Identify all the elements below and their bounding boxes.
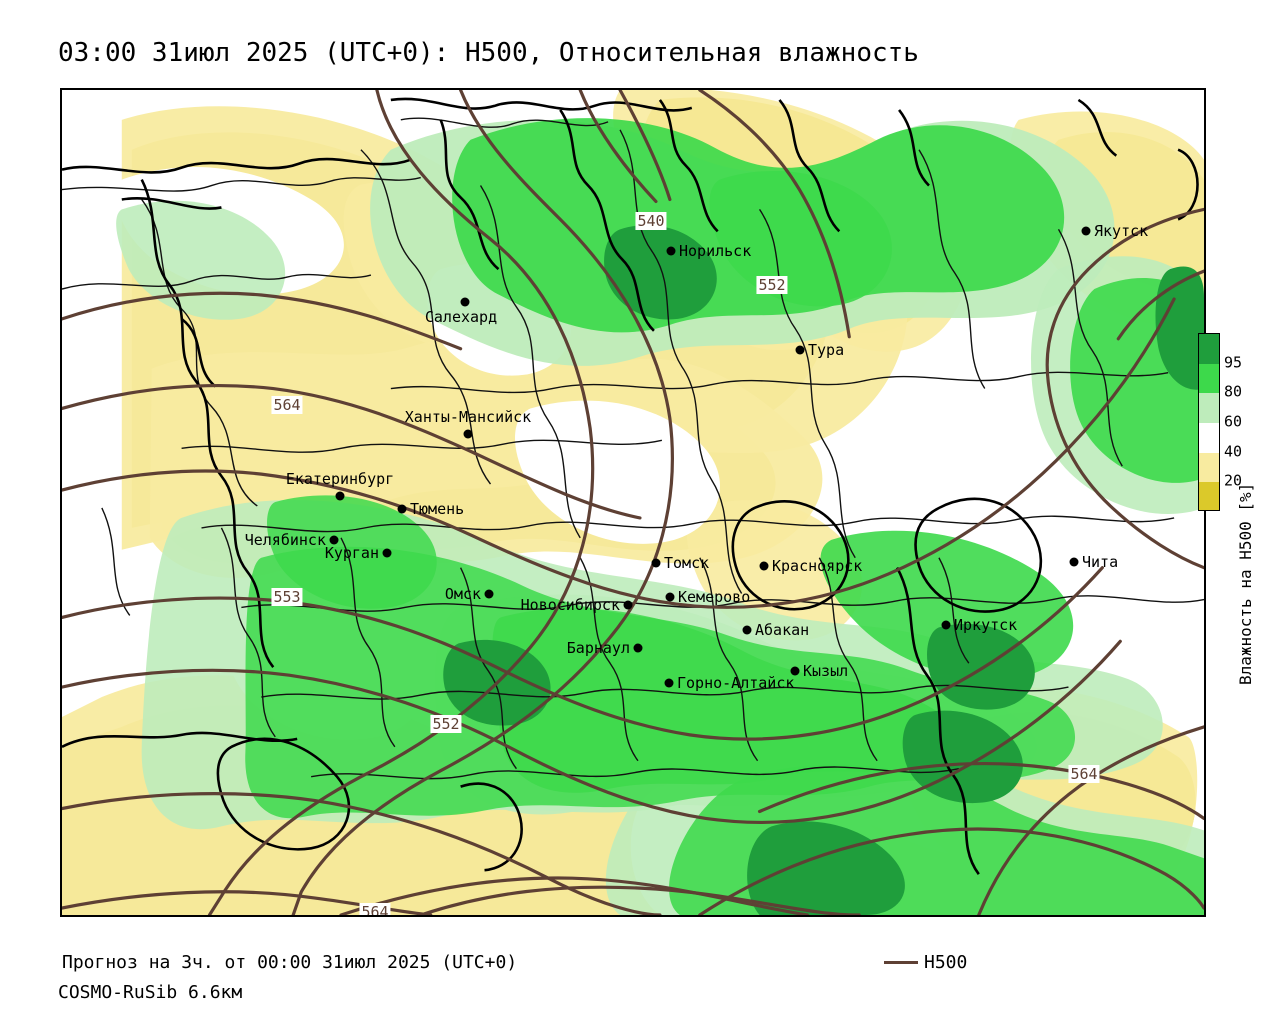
map-canvas <box>62 90 1204 915</box>
contour-value-label: 564 <box>359 903 391 915</box>
city-label: Тура <box>808 341 845 359</box>
city-dot-icon <box>759 561 769 571</box>
city-label: Ханты-Мансийск <box>404 408 532 426</box>
city-dot-icon <box>1069 557 1079 567</box>
city-dot-icon <box>460 297 470 307</box>
colorbar-band <box>1199 452 1219 483</box>
colorbar <box>1198 333 1220 511</box>
city-label: Новосибирск <box>520 596 620 614</box>
city-label: Кемерово <box>678 588 751 606</box>
contour-value-label: 564 <box>271 396 303 414</box>
contour-value-label: 553 <box>271 588 303 606</box>
contour-value-label: 552 <box>756 276 788 294</box>
city-dot-icon <box>666 246 676 256</box>
city-label: Салехард <box>424 308 498 326</box>
city-label: Томск <box>664 554 710 572</box>
city-label: Омск <box>444 585 481 603</box>
colorbar-band <box>1199 334 1219 364</box>
city-label: Горно-Алтайск <box>677 674 795 692</box>
city-label: Барнаул <box>566 639 630 657</box>
city-dot-icon <box>463 429 473 439</box>
city-dot-icon <box>623 600 633 610</box>
administrative-borders <box>62 117 1204 780</box>
colorbar-band <box>1199 422 1219 453</box>
colorbar-band <box>1199 482 1219 510</box>
colorbar-band <box>1199 393 1219 423</box>
colorbar-tick-label: 80 <box>1224 382 1243 401</box>
city-label: Тюмень <box>410 500 465 518</box>
city-label: Абакан <box>755 621 810 639</box>
humidity-band-80-95 <box>245 118 1204 915</box>
humidity-band-gt95 <box>443 225 1204 915</box>
h500-line-swatch-icon <box>884 961 918 964</box>
city-label: Екатеринбург <box>285 470 395 488</box>
colorbar-tick-label: 20 <box>1224 471 1243 490</box>
city-label: Якутск <box>1094 222 1149 240</box>
page-title: 03:00 31июл 2025 (UTC+0): H500, Относите… <box>58 38 919 68</box>
city-dot-icon <box>1081 226 1091 236</box>
city-dot-icon <box>382 548 392 558</box>
city-dot-icon <box>742 625 752 635</box>
city-dot-icon <box>335 491 345 501</box>
city-label: Иркутск <box>954 616 1018 634</box>
h500-legend-label: H500 <box>924 952 968 973</box>
colorbar-tick-label: 95 <box>1224 353 1243 372</box>
colorbar-tick-label: 60 <box>1224 412 1243 431</box>
colorbar-band <box>1199 363 1219 394</box>
city-dot-icon <box>664 678 674 688</box>
city-dot-icon <box>484 589 494 599</box>
coastline <box>62 97 1199 875</box>
h500-legend: H500 <box>884 952 967 973</box>
city-dot-icon <box>795 345 805 355</box>
city-dot-icon <box>790 666 800 676</box>
colorbar-ticks: 95 80 60 40 20 <box>1224 333 1264 511</box>
contour-value-label: 540 <box>635 212 667 230</box>
city-label: Кызыл <box>803 662 849 680</box>
colorbar-tick-label: 40 <box>1224 442 1243 461</box>
city-dot-icon <box>633 643 643 653</box>
city-dot-icon <box>941 620 951 630</box>
colorbar-title: Влажность на H500 [%] <box>1236 482 1255 685</box>
city-label: Курган <box>324 544 379 562</box>
model-info-line: COSMO-RuSib 6.6км <box>58 982 243 1003</box>
map-frame[interactable]: Якутск Норильск Салехард Тура Ханты-Мансийск… <box>60 88 1206 917</box>
city-dot-icon <box>329 535 339 545</box>
contour-value-label: 552 <box>430 715 462 733</box>
h500-contours <box>62 90 1204 915</box>
city-label: Норильск <box>679 242 752 260</box>
city-label: Чита <box>1082 553 1119 571</box>
city-dot-icon <box>665 592 675 602</box>
city-label: Красноярск <box>772 557 863 575</box>
city-label: Челябинск <box>244 531 326 549</box>
contour-value-label: 564 <box>1068 765 1100 783</box>
city-dot-icon <box>651 558 661 568</box>
city-dot-icon <box>397 504 407 514</box>
forecast-info-line: Прогноз на 3ч. от 00:00 31июл 2025 (UTC+… <box>62 952 518 973</box>
